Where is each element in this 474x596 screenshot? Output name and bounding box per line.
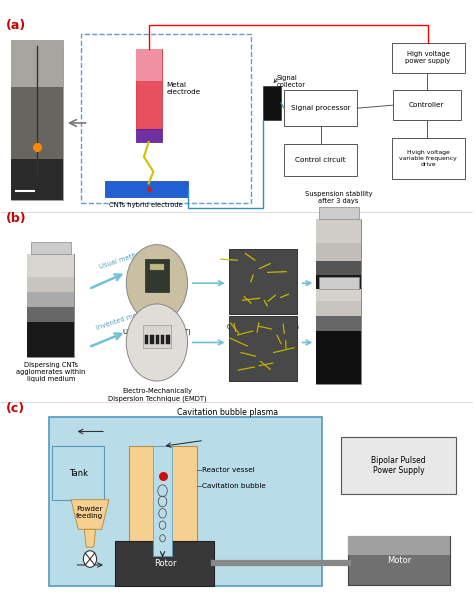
FancyBboxPatch shape <box>27 253 74 358</box>
Text: Powder
feeding: Powder feeding <box>76 505 103 519</box>
FancyBboxPatch shape <box>316 275 361 314</box>
FancyBboxPatch shape <box>153 446 172 556</box>
Point <box>145 184 153 194</box>
Text: Usual method: Usual method <box>98 250 145 270</box>
Circle shape <box>126 304 188 381</box>
FancyBboxPatch shape <box>284 91 357 126</box>
FancyBboxPatch shape <box>27 307 74 322</box>
FancyBboxPatch shape <box>128 446 197 556</box>
FancyBboxPatch shape <box>27 277 74 292</box>
FancyBboxPatch shape <box>145 335 148 344</box>
Text: SEM micrograph of
CNTs after Dispersion: SEM micrograph of CNTs after Dispersion <box>227 317 299 330</box>
Circle shape <box>83 551 97 567</box>
FancyBboxPatch shape <box>52 446 104 499</box>
Text: Signal
collector: Signal collector <box>277 75 306 88</box>
FancyBboxPatch shape <box>348 536 450 555</box>
Text: Controller: Controller <box>409 102 445 108</box>
FancyBboxPatch shape <box>27 322 74 358</box>
Text: Hvigh voltage
variable frequency
drive: Hvigh voltage variable frequency drive <box>399 150 457 167</box>
FancyBboxPatch shape <box>166 335 170 344</box>
FancyBboxPatch shape <box>145 259 169 292</box>
FancyBboxPatch shape <box>284 144 357 176</box>
FancyBboxPatch shape <box>263 86 281 120</box>
Text: Dispersing CNTs
agglomerates within
liquid medium: Dispersing CNTs agglomerates within liqu… <box>16 362 85 382</box>
FancyBboxPatch shape <box>11 40 63 200</box>
FancyBboxPatch shape <box>27 292 74 307</box>
FancyBboxPatch shape <box>348 536 450 585</box>
FancyBboxPatch shape <box>316 219 361 243</box>
Text: Suspension stability
after 3 days: Suspension stability after 3 days <box>305 191 373 204</box>
FancyBboxPatch shape <box>136 129 162 142</box>
FancyBboxPatch shape <box>316 331 361 384</box>
Text: Ultrasonication (UT): Ultrasonication (UT) <box>123 329 191 336</box>
Text: Cavitation bubble: Cavitation bubble <box>201 483 265 489</box>
FancyBboxPatch shape <box>136 49 162 129</box>
Text: Metal
electrode: Metal electrode <box>166 82 201 95</box>
Text: Cavitation bubble plasma: Cavitation bubble plasma <box>177 408 278 417</box>
FancyBboxPatch shape <box>319 277 358 289</box>
FancyBboxPatch shape <box>150 264 164 270</box>
FancyBboxPatch shape <box>316 289 361 301</box>
Text: Tank: Tank <box>69 468 88 477</box>
Text: High voltage
power supply: High voltage power supply <box>405 51 451 64</box>
FancyBboxPatch shape <box>150 335 154 344</box>
FancyBboxPatch shape <box>392 138 465 179</box>
FancyBboxPatch shape <box>27 253 74 277</box>
FancyBboxPatch shape <box>392 91 461 120</box>
FancyBboxPatch shape <box>11 40 63 88</box>
FancyBboxPatch shape <box>229 249 297 314</box>
Text: (c): (c) <box>6 402 25 415</box>
Text: Signal processor: Signal processor <box>291 105 350 111</box>
FancyBboxPatch shape <box>316 301 361 316</box>
Text: (a): (a) <box>6 19 27 32</box>
Text: Bipolar Pulsed
Power Supply: Bipolar Pulsed Power Supply <box>371 456 426 475</box>
FancyBboxPatch shape <box>136 49 162 81</box>
Point <box>159 471 166 481</box>
Text: Reactor vessel: Reactor vessel <box>201 467 255 473</box>
FancyBboxPatch shape <box>319 207 358 219</box>
FancyBboxPatch shape <box>316 289 361 384</box>
FancyBboxPatch shape <box>11 88 63 159</box>
FancyBboxPatch shape <box>143 325 171 349</box>
FancyBboxPatch shape <box>229 316 297 381</box>
FancyBboxPatch shape <box>316 316 361 331</box>
Polygon shape <box>71 499 109 529</box>
Text: Control circuit: Control circuit <box>295 157 346 163</box>
FancyBboxPatch shape <box>156 335 159 344</box>
FancyBboxPatch shape <box>316 243 361 260</box>
Text: Invented method: Invented method <box>96 307 153 331</box>
FancyBboxPatch shape <box>105 181 188 197</box>
Text: Rotor: Rotor <box>154 559 176 568</box>
Polygon shape <box>84 529 96 547</box>
FancyBboxPatch shape <box>48 417 322 586</box>
FancyBboxPatch shape <box>316 260 361 275</box>
FancyBboxPatch shape <box>341 437 456 493</box>
Text: (b): (b) <box>6 212 27 225</box>
FancyBboxPatch shape <box>316 219 361 314</box>
FancyBboxPatch shape <box>116 541 214 586</box>
Text: CNTs hybrid electrode: CNTs hybrid electrode <box>109 202 183 208</box>
Text: Motor: Motor <box>387 555 411 564</box>
Text: Electro-Mechanically
Dispersion Technique (EMDT): Electro-Mechanically Dispersion Techniqu… <box>108 388 206 402</box>
FancyBboxPatch shape <box>31 241 71 253</box>
FancyBboxPatch shape <box>392 43 465 73</box>
FancyBboxPatch shape <box>161 335 164 344</box>
Point <box>33 142 40 151</box>
Circle shape <box>126 244 188 322</box>
FancyBboxPatch shape <box>11 159 63 200</box>
